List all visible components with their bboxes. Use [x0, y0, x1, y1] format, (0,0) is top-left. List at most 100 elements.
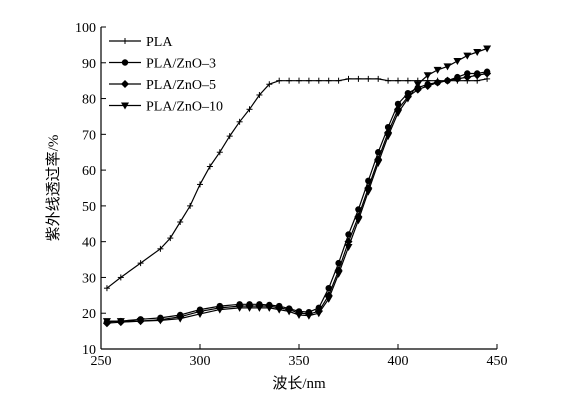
- data-point: [286, 77, 293, 84]
- data-point: [137, 260, 144, 267]
- y-tick-label: 100: [75, 21, 96, 36]
- data-point: [235, 304, 244, 312]
- x-tick-label: 400: [388, 354, 409, 369]
- legend-item-1: PLA: [109, 35, 173, 50]
- legend-label: PLA/ZnO–3: [146, 57, 216, 72]
- data-point: [236, 118, 243, 125]
- legend-marker: [121, 80, 129, 88]
- data-point: [245, 304, 254, 312]
- data-point: [276, 77, 283, 84]
- data-point: [296, 77, 302, 84]
- legend: PLA PLA/ZnO–3 PLA/ZnO–5 PLA/ZnO–10: [109, 35, 223, 115]
- y-axis-label: 紫外线透过率/%: [45, 135, 62, 242]
- data-point: [395, 77, 401, 84]
- y-tick-label: 10: [82, 343, 96, 358]
- data-point: [156, 317, 165, 325]
- series-4: [102, 45, 492, 326]
- data-point: [187, 202, 194, 209]
- data-point: [324, 295, 333, 303]
- data-point: [325, 77, 332, 84]
- data-point: [136, 318, 145, 326]
- data-point: [375, 75, 382, 82]
- data-point: [344, 244, 353, 252]
- data-point: [453, 57, 462, 65]
- data-point: [423, 72, 432, 80]
- legend-label: PLA: [146, 35, 173, 50]
- data-point: [443, 63, 452, 71]
- data-point: [157, 245, 164, 252]
- legend-item-4: PLA/ZnO–10: [109, 100, 223, 115]
- data-point: [354, 217, 363, 225]
- data-point: [215, 306, 224, 314]
- data-point: [285, 308, 294, 316]
- data-point: [197, 181, 203, 188]
- data-point: [334, 270, 343, 278]
- y-tick-label: 20: [82, 307, 96, 322]
- axes: 10 20 30 40 50 60 70 80 90 100 250 300 350 400 450: [75, 21, 508, 369]
- data-point: [394, 100, 402, 108]
- legend-marker: [121, 59, 129, 66]
- data-point: [246, 106, 253, 113]
- data-point: [453, 74, 462, 83]
- y-tick-label: 50: [82, 200, 96, 215]
- y-tick-label: 40: [82, 236, 96, 251]
- x-tick-label: 250: [91, 354, 112, 369]
- x-axis-label: 波长/nm: [272, 375, 326, 392]
- y-tick-label: 90: [82, 57, 96, 72]
- data-point: [167, 235, 174, 242]
- data-point: [483, 45, 492, 53]
- data-point: [206, 163, 213, 170]
- x-tick-label: 300: [190, 354, 211, 369]
- data-point: [473, 49, 482, 57]
- y-tick-label: 80: [82, 93, 96, 108]
- x-tick-label: 350: [289, 354, 310, 369]
- data-point: [216, 149, 223, 156]
- y-tick-label: 60: [82, 164, 96, 179]
- data-point: [315, 77, 322, 84]
- data-point: [265, 304, 274, 312]
- y-tick-label: 70: [82, 128, 96, 143]
- legend-marker: [122, 38, 128, 44]
- data-point: [226, 133, 233, 140]
- series-1: [103, 75, 491, 292]
- x-tick-label: 450: [487, 354, 508, 369]
- data-point: [413, 81, 422, 89]
- data-point: [345, 75, 352, 82]
- data-point: [483, 69, 492, 78]
- data-point: [116, 318, 125, 326]
- data-point: [423, 82, 432, 91]
- data-point: [463, 52, 472, 60]
- data-point: [365, 75, 372, 82]
- legend-item-3: PLA/ZnO–5: [109, 78, 216, 93]
- data-point: [403, 95, 412, 103]
- data-point: [344, 237, 353, 246]
- data-point: [102, 318, 111, 326]
- data-point: [463, 73, 472, 82]
- data-point: [385, 77, 392, 84]
- data-point: [433, 66, 442, 74]
- data-point: [394, 109, 402, 117]
- legend-label: PLA/ZnO–10: [146, 100, 223, 115]
- y-tick-label: 30: [82, 271, 96, 286]
- legend-marker: [121, 102, 129, 110]
- data-point: [433, 78, 442, 87]
- data-point: [305, 77, 312, 84]
- data-point: [275, 306, 284, 314]
- data-point: [103, 285, 110, 292]
- legend-label: PLA/ZnO–5: [146, 78, 216, 93]
- data-point: [364, 188, 373, 196]
- data-point: [295, 312, 303, 320]
- data-point: [255, 304, 264, 312]
- data-point: [443, 76, 452, 85]
- data-point: [355, 75, 362, 82]
- data-point: [117, 274, 124, 281]
- data-point: [473, 71, 482, 80]
- data-point: [196, 310, 204, 318]
- data-point: [304, 312, 313, 320]
- data-point: [374, 159, 383, 167]
- data-point: [314, 310, 323, 318]
- data-point: [404, 77, 411, 84]
- data-point: [266, 81, 273, 88]
- data-point: [384, 133, 393, 141]
